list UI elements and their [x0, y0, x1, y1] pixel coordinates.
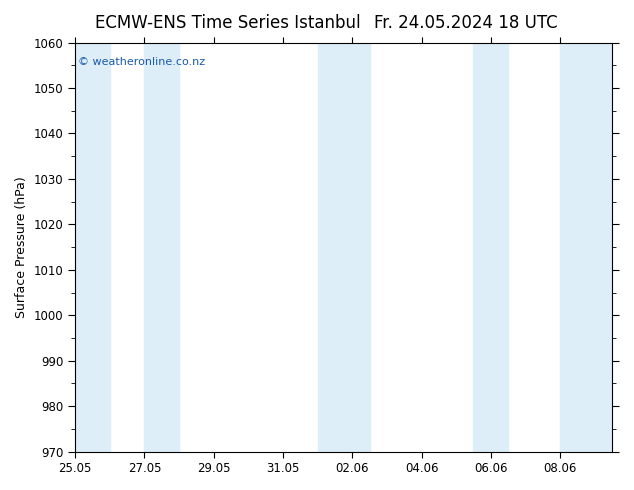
Y-axis label: Surface Pressure (hPa): Surface Pressure (hPa)	[15, 176, 28, 318]
Bar	[75, 43, 110, 452]
Text: Fr. 24.05.2024 18 UTC: Fr. 24.05.2024 18 UTC	[374, 14, 558, 32]
Text: ECMW-ENS Time Series Istanbul: ECMW-ENS Time Series Istanbul	[96, 14, 361, 32]
Bar	[560, 43, 612, 452]
Text: © weatheronline.co.nz: © weatheronline.co.nz	[78, 57, 205, 67]
Bar	[145, 43, 179, 452]
Bar	[474, 43, 508, 452]
Bar	[318, 43, 370, 452]
